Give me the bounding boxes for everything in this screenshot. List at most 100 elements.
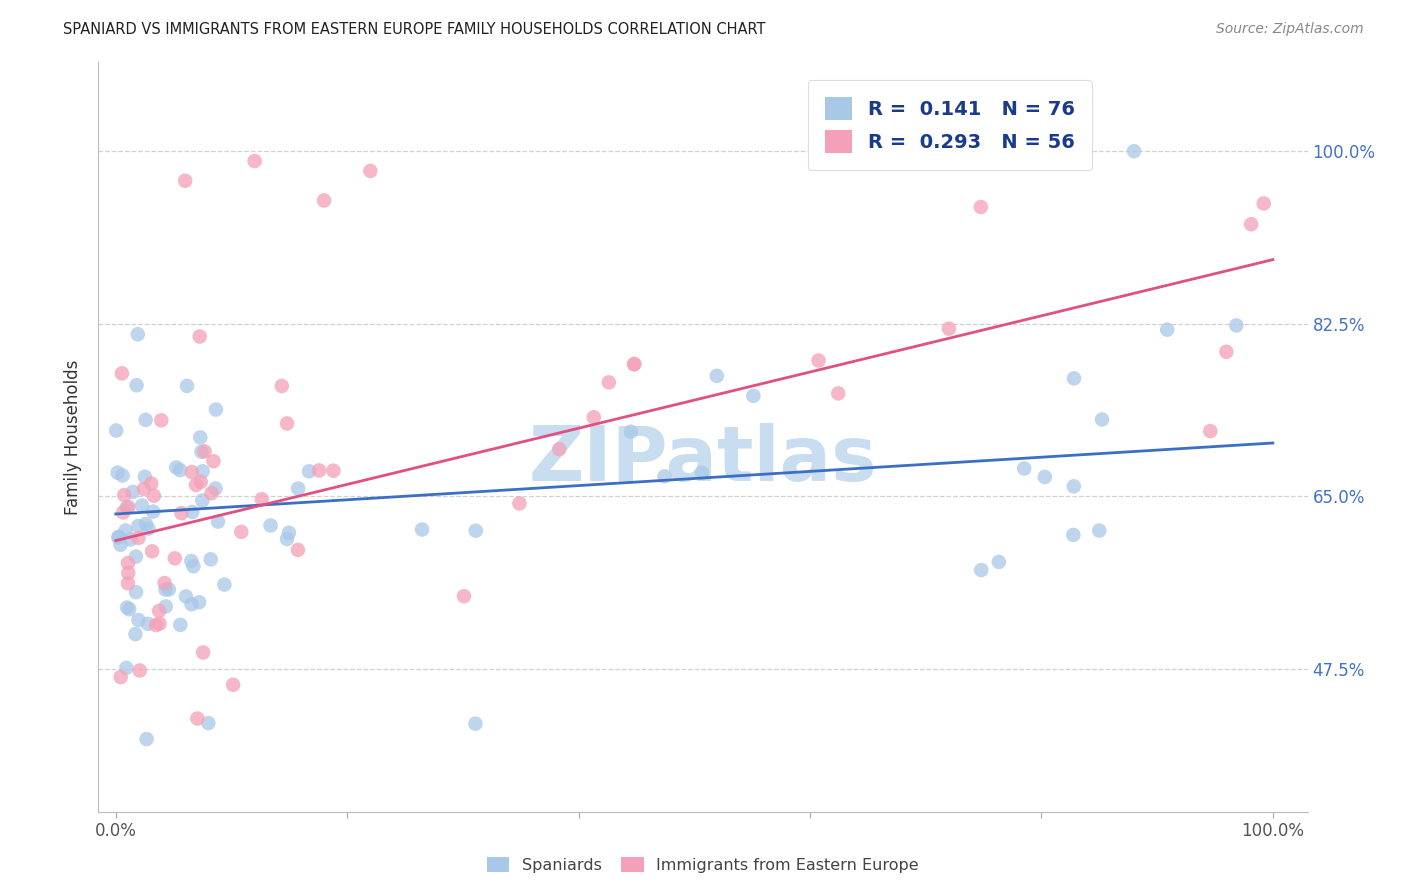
Point (411, 523, 433, 537)
Point (202, 454, 225, 468)
Point (150, 413, 173, 427)
Point (153, 576, 176, 591)
Point (148, 604, 170, 618)
Point (205, 402, 228, 417)
Point (111, 367, 134, 381)
Point (112, 505, 135, 519)
Point (312, 194, 335, 208)
Point (1253, 196, 1275, 211)
Point (654, 469, 676, 483)
Point (322, 464, 344, 478)
Point (118, 602, 141, 616)
Point (298, 464, 321, 478)
Point (170, 506, 193, 520)
Point (135, 732, 157, 747)
Point (243, 154, 266, 169)
Point (453, 589, 475, 603)
Point (142, 489, 165, 503)
Point (127, 519, 149, 533)
Point (125, 549, 148, 564)
Point (186, 711, 208, 725)
Point (214, 577, 236, 591)
Point (1063, 371, 1085, 385)
Point (582, 410, 605, 425)
Point (508, 496, 530, 510)
Point (163, 551, 186, 566)
Point (105, 424, 128, 438)
Point (107, 531, 129, 545)
Point (276, 532, 298, 546)
Point (277, 525, 299, 540)
Point (183, 559, 205, 574)
Point (111, 468, 134, 483)
Point (132, 482, 155, 496)
Point (141, 544, 163, 558)
Point (134, 469, 156, 483)
Point (184, 478, 207, 492)
Point (135, 516, 157, 531)
Point (807, 353, 830, 368)
Point (1123, 144, 1146, 158)
Point (1156, 323, 1178, 337)
Point (623, 358, 645, 372)
Point (114, 524, 136, 538)
Text: SPANIARD VS IMMIGRANTS FROM EASTERN EUROPE FAMILY HOUSEHOLDS CORRELATION CHART: SPANIARD VS IMMIGRANTS FROM EASTERN EURO… (63, 22, 766, 37)
Point (180, 597, 202, 611)
Point (115, 500, 138, 515)
Point (188, 430, 211, 444)
Text: Source: ZipAtlas.com: Source: ZipAtlas.com (1216, 22, 1364, 37)
Point (131, 499, 153, 513)
Point (117, 576, 139, 591)
Point (174, 590, 197, 604)
Point (308, 463, 330, 477)
Legend: Spaniards, Immigrants from Eastern Europe: Spaniards, Immigrants from Eastern Europ… (481, 851, 925, 880)
Point (231, 524, 253, 539)
Point (115, 600, 138, 615)
Point (287, 542, 309, 557)
Point (1240, 217, 1263, 231)
Point (464, 524, 486, 538)
Point (135, 413, 157, 427)
Point (125, 585, 148, 599)
Point (1012, 461, 1035, 475)
Point (827, 386, 849, 401)
Point (191, 493, 214, 508)
Point (136, 616, 159, 631)
Point (1088, 524, 1111, 538)
Point (120, 533, 142, 547)
Point (690, 466, 713, 480)
Point (200, 552, 222, 566)
Point (970, 200, 993, 214)
Point (287, 482, 309, 496)
Point (200, 486, 222, 500)
Point (125, 378, 148, 392)
Point (176, 379, 198, 393)
Point (127, 327, 149, 342)
Legend: R =  0.141   N = 76, R =  0.293   N = 56: R = 0.141 N = 76, R = 0.293 N = 56 (807, 79, 1092, 170)
Point (181, 505, 204, 519)
Point (174, 174, 197, 188)
Point (359, 164, 381, 178)
Point (598, 376, 620, 390)
Point (706, 368, 728, 383)
Point (128, 613, 150, 627)
Point (938, 321, 960, 335)
Point (1062, 528, 1084, 542)
Point (110, 538, 132, 552)
Point (142, 505, 165, 519)
Point (190, 475, 212, 489)
Point (148, 616, 170, 631)
Point (1225, 318, 1247, 333)
Point (1215, 344, 1237, 359)
Point (194, 444, 217, 458)
Point (548, 442, 571, 457)
Point (117, 500, 139, 514)
Point (222, 678, 245, 692)
Point (124, 627, 146, 641)
Point (191, 645, 214, 659)
Point (188, 329, 211, 343)
Point (970, 563, 993, 577)
Point (155, 582, 177, 597)
Point (117, 556, 139, 570)
Point (464, 716, 486, 731)
